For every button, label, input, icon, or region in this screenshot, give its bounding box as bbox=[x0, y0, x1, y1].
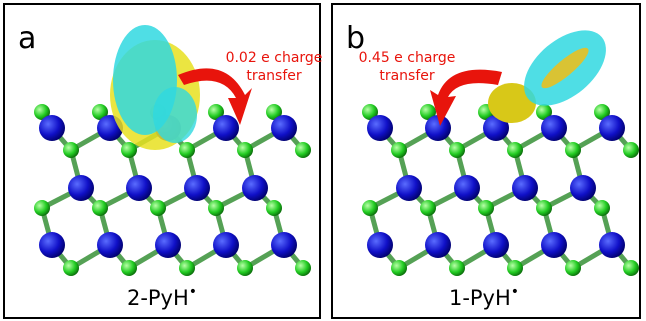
green-atom bbox=[449, 142, 465, 158]
green-atom bbox=[362, 200, 378, 216]
blue-atom bbox=[242, 175, 268, 201]
green-atom bbox=[34, 200, 50, 216]
green-atom bbox=[121, 260, 137, 276]
green-atom bbox=[507, 260, 523, 276]
green-atom bbox=[92, 200, 108, 216]
green-atom bbox=[179, 142, 195, 158]
annotation: transfer bbox=[246, 68, 302, 84]
green-atom bbox=[237, 142, 253, 158]
figure: a0.02 e chargetransfer2-PyH• b0.45 e cha… bbox=[0, 0, 646, 321]
caption: 2-PyH• bbox=[127, 284, 197, 310]
green-atom bbox=[63, 142, 79, 158]
green-atom bbox=[623, 260, 639, 276]
annotation: transfer bbox=[379, 68, 435, 84]
panel-a: a 0.02 e charge transfer 2-PyH• bbox=[18, 21, 322, 310]
annotation: 0.02 e charge bbox=[226, 50, 323, 66]
caption-text: 1-PyH bbox=[449, 286, 511, 310]
caption-radical: • bbox=[511, 284, 519, 300]
green-atom bbox=[266, 200, 282, 216]
blue-atom bbox=[396, 175, 422, 201]
blue-atom bbox=[213, 232, 239, 258]
blue-atom bbox=[454, 175, 480, 201]
green-atom bbox=[179, 260, 195, 276]
blue-atom bbox=[126, 175, 152, 201]
blue-atom bbox=[599, 115, 625, 141]
green-atom bbox=[121, 142, 137, 158]
annotation: 0.45 e charge bbox=[359, 50, 456, 66]
panel-label: a bbox=[18, 21, 36, 56]
caption: 1-PyH• bbox=[449, 284, 519, 310]
blue-atom bbox=[541, 232, 567, 258]
green-atom bbox=[295, 260, 311, 276]
green-atom bbox=[391, 142, 407, 158]
blue-atom bbox=[512, 175, 538, 201]
blue-atom bbox=[271, 232, 297, 258]
green-atom bbox=[63, 260, 79, 276]
blue-atom bbox=[425, 232, 451, 258]
green-atom bbox=[565, 142, 581, 158]
green-atom bbox=[391, 260, 407, 276]
blue-atom bbox=[184, 175, 210, 201]
caption-text: 2-PyH bbox=[127, 286, 189, 310]
green-atom bbox=[150, 200, 166, 216]
blue-atom bbox=[39, 115, 65, 141]
green-atom bbox=[237, 260, 253, 276]
blue-atom bbox=[483, 232, 509, 258]
caption-radical: • bbox=[189, 284, 197, 300]
blue-atom bbox=[39, 232, 65, 258]
blue-atom bbox=[271, 115, 297, 141]
green-atom bbox=[208, 200, 224, 216]
blue-atom bbox=[599, 232, 625, 258]
blue-atom bbox=[213, 115, 239, 141]
density-cyan bbox=[153, 87, 197, 143]
blue-atom bbox=[97, 232, 123, 258]
blue-atom bbox=[155, 232, 181, 258]
green-atom bbox=[623, 142, 639, 158]
blue-atom bbox=[367, 115, 393, 141]
green-atom bbox=[420, 200, 436, 216]
green-atom bbox=[507, 142, 523, 158]
green-atom bbox=[565, 260, 581, 276]
green-atom bbox=[295, 142, 311, 158]
green-atom bbox=[478, 200, 494, 216]
green-atom bbox=[594, 200, 610, 216]
blue-atom bbox=[570, 175, 596, 201]
green-atom bbox=[536, 200, 552, 216]
blue-atom bbox=[68, 175, 94, 201]
blue-atom bbox=[541, 115, 567, 141]
blue-atom bbox=[425, 115, 451, 141]
green-atom bbox=[449, 260, 465, 276]
blue-atom bbox=[367, 232, 393, 258]
